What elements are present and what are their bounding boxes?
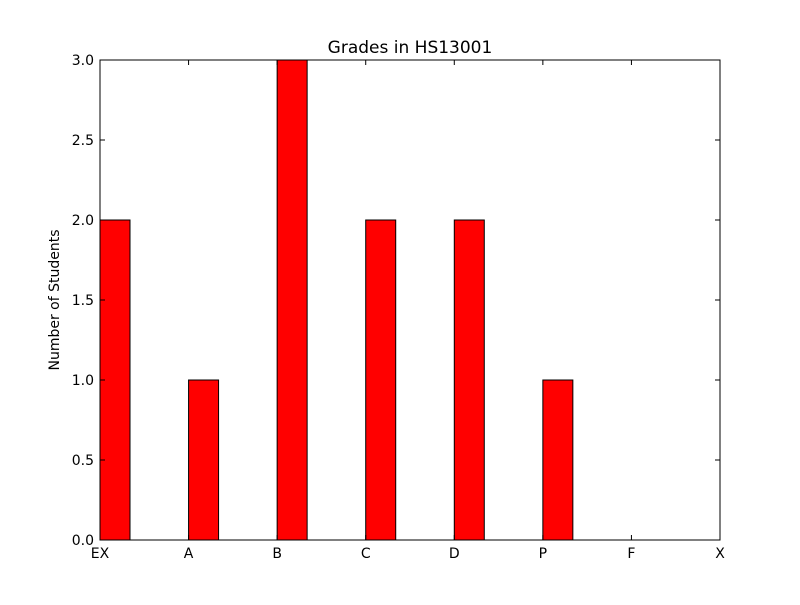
x-tick-label-c: C	[361, 546, 371, 562]
bar-b	[276, 59, 308, 541]
bar-d	[453, 219, 485, 541]
y-tick-label: 0.0	[72, 533, 94, 549]
x-tick-label-p: P	[539, 546, 547, 562]
y-tick-label: 0.5	[72, 453, 94, 469]
x-tick-label-x: X	[715, 546, 725, 562]
y-axis-label: Number of Students	[47, 229, 63, 370]
chart-title: Grades in HS13001	[328, 38, 493, 58]
bar-c	[365, 219, 397, 541]
ticks-group: EX A B C D P F X 0.0 0.5 1.0 1.5 2.0 2.5 3.0	[72, 53, 725, 562]
x-tick-label-b: B	[272, 546, 282, 562]
y-tick-label: 2.0	[72, 213, 94, 229]
y-tick-label: 3.0	[72, 53, 94, 69]
y-tick-label: 2.5	[72, 133, 94, 149]
x-tick-label-ex: EX	[91, 546, 110, 562]
x-tick-label-d: D	[449, 546, 460, 562]
plot-frame	[99, 59, 721, 541]
bars-group	[99, 59, 574, 541]
x-tick-label-a: A	[184, 546, 194, 562]
y-tick-label: 1.0	[72, 373, 94, 389]
y-tick-label: 1.5	[72, 293, 94, 309]
bar-p	[542, 379, 574, 541]
x-tick-label-f: F	[627, 546, 635, 562]
bar-a	[188, 379, 220, 541]
